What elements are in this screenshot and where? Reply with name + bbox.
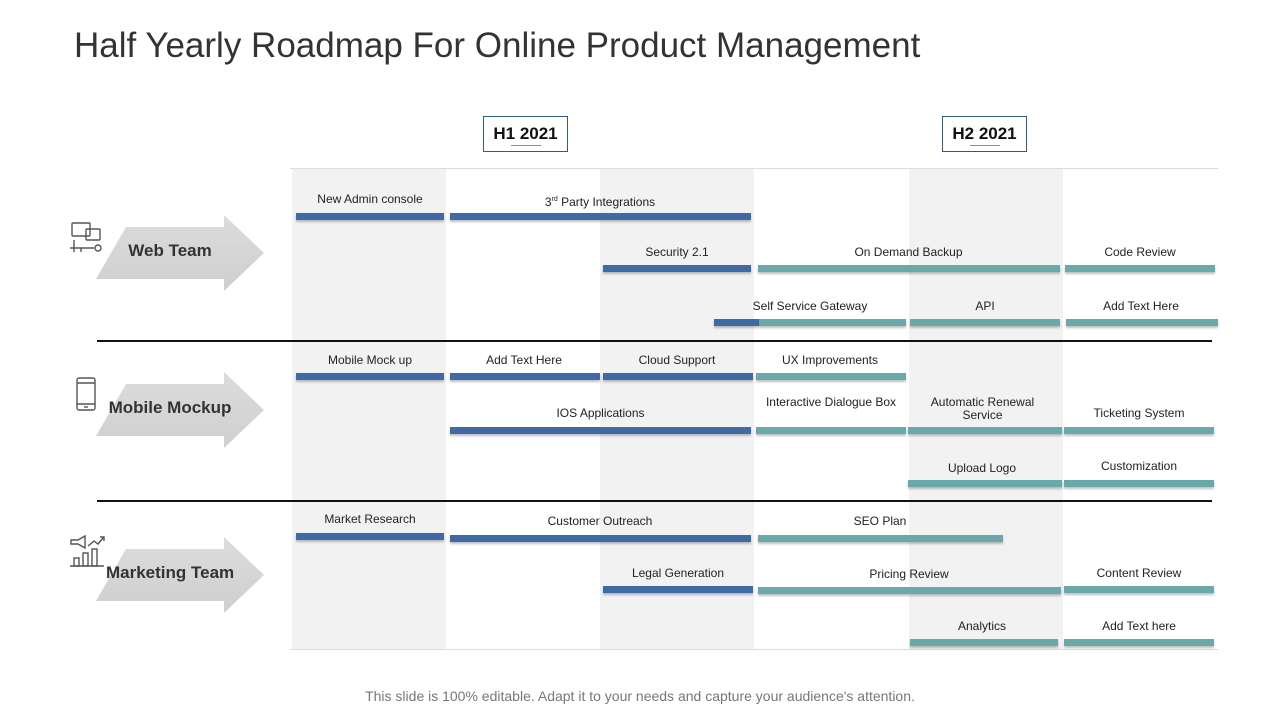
task-bar <box>758 587 1061 594</box>
task-bar <box>714 319 759 326</box>
task-bar <box>758 265 1060 272</box>
team-mobile-label: Mobile Mockup <box>108 398 232 417</box>
task-label: Automatic Renewal Service <box>930 395 1035 422</box>
h2-header: H2 2021 <box>942 116 1027 152</box>
task-label: Customization <box>1100 459 1178 473</box>
task-label: Self Service Gateway <box>752 299 868 313</box>
task-label: On Demand Backup <box>854 245 963 259</box>
task-bar <box>1064 480 1214 487</box>
task-label: New Admin console <box>317 192 423 206</box>
task-label: 3rd Party Integrations <box>544 195 656 209</box>
task-label: Security 2.1 <box>645 245 709 259</box>
section-divider <box>97 340 1212 342</box>
grid-top-line <box>290 168 1218 169</box>
task-label: Upload Logo <box>947 461 1017 475</box>
task-label: Market Research <box>324 512 416 526</box>
task-bar <box>1064 586 1214 593</box>
footer-note: This slide is 100% editable. Adapt it to… <box>365 688 915 704</box>
task-bar <box>296 533 444 540</box>
task-bar <box>450 427 751 434</box>
task-bar <box>908 480 1062 487</box>
task-label: Legal Generation <box>631 566 725 580</box>
mobile-phone-icon <box>76 377 96 411</box>
task-bar <box>910 639 1058 646</box>
task-bar <box>1066 319 1218 326</box>
task-bar <box>603 265 751 272</box>
task-bar <box>450 535 751 542</box>
team-mobile-arrow: Mobile Mockup <box>96 372 264 448</box>
task-bar <box>759 319 906 326</box>
task-bar <box>450 213 751 220</box>
task-bar <box>1064 427 1214 434</box>
task-bar <box>296 213 444 220</box>
h1-header-label: H1 2021 <box>493 124 558 143</box>
task-bar <box>908 427 1062 434</box>
task-label: Add Text here <box>1102 619 1176 633</box>
column-shade <box>600 168 754 649</box>
task-label: Analytics <box>957 619 1007 633</box>
task-label: Mobile Mock up <box>327 353 413 367</box>
grid-bottom-line <box>290 649 1218 650</box>
task-bar <box>450 373 600 380</box>
task-bar <box>603 586 753 593</box>
task-bar <box>296 373 444 380</box>
task-bar <box>603 373 753 380</box>
section-divider <box>97 500 1212 502</box>
team-web-label: Web Team <box>128 241 212 260</box>
task-bar <box>756 427 906 434</box>
task-bar <box>1065 265 1215 272</box>
task-label: Pricing Review <box>869 567 949 581</box>
task-bar <box>758 535 1003 542</box>
task-label: Cloud Support <box>638 353 716 367</box>
task-label: UX Improvements <box>781 353 879 367</box>
megaphone-chart-icon <box>70 534 105 567</box>
task-label: Add Text Here <box>1103 299 1179 313</box>
task-bar <box>910 319 1060 326</box>
computer-network-icon <box>70 222 102 252</box>
task-label: Customer Outreach <box>547 514 653 528</box>
h1-header: H1 2021 <box>483 116 568 152</box>
team-marketing-label: Marketing Team <box>106 563 235 582</box>
task-label: IOS Applications <box>556 406 645 420</box>
page-title: Half Yearly Roadmap For Online Product M… <box>74 26 921 65</box>
column-shade <box>292 168 446 649</box>
task-label: Add Text Here <box>486 353 562 367</box>
column-shade <box>909 168 1063 649</box>
team-marketing-arrow: Marketing Team <box>96 537 264 613</box>
team-web-arrow: Web Team <box>96 215 264 291</box>
task-label: Code Review <box>1104 245 1176 259</box>
task-label: API <box>975 299 995 313</box>
task-label: Content Review <box>1096 566 1182 580</box>
task-bar <box>756 373 906 380</box>
task-bar <box>1064 639 1214 646</box>
h2-header-label: H2 2021 <box>952 124 1017 143</box>
task-label: SEO Plan <box>853 514 907 528</box>
task-label: Interactive Dialogue Box <box>765 395 897 409</box>
task-label: Ticketing System <box>1093 406 1185 420</box>
